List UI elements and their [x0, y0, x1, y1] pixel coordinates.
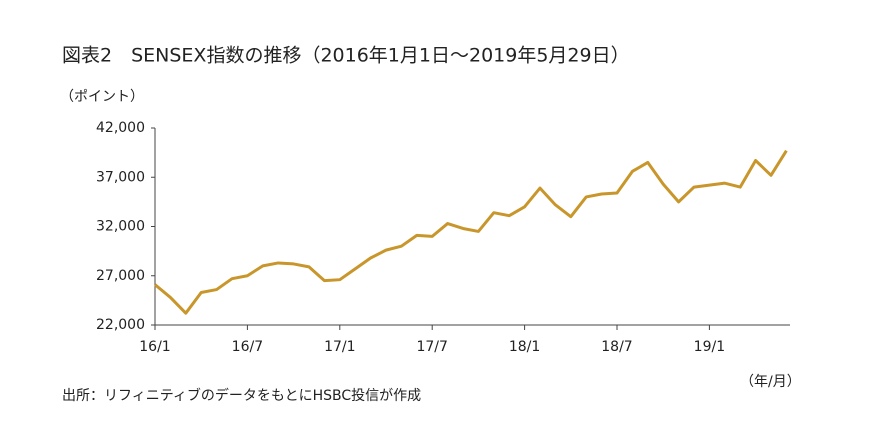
source-note: 出所：リフィニティブのデータをもとにHSBC投信が作成: [62, 387, 421, 404]
y-tick-label: 37,000: [96, 169, 145, 185]
x-tick-label: 18/7: [601, 339, 632, 355]
y-tick-label: 27,000: [96, 268, 145, 284]
y-axis-label: （ポイント）: [60, 89, 144, 105]
chart-title: 図表2 SENSEX指数の推移（2016年1月1日～2019年5月29日）: [62, 45, 630, 67]
x-tick-label: 17/1: [324, 339, 355, 355]
x-axis-label: （年/月）: [740, 374, 801, 390]
series-line: [154, 149, 788, 315]
x-tick-label: 17/7: [416, 339, 447, 355]
x-tick-label: 16/7: [232, 339, 263, 355]
x-tick-label: 16/1: [139, 339, 170, 355]
y-tick-label: 22,000: [96, 317, 145, 333]
x-tick-label: 18/1: [509, 339, 540, 355]
y-tick-label: 32,000: [96, 219, 145, 235]
x-tick-label: 19/1: [694, 339, 725, 355]
y-tick-label: 42,000: [96, 120, 145, 136]
